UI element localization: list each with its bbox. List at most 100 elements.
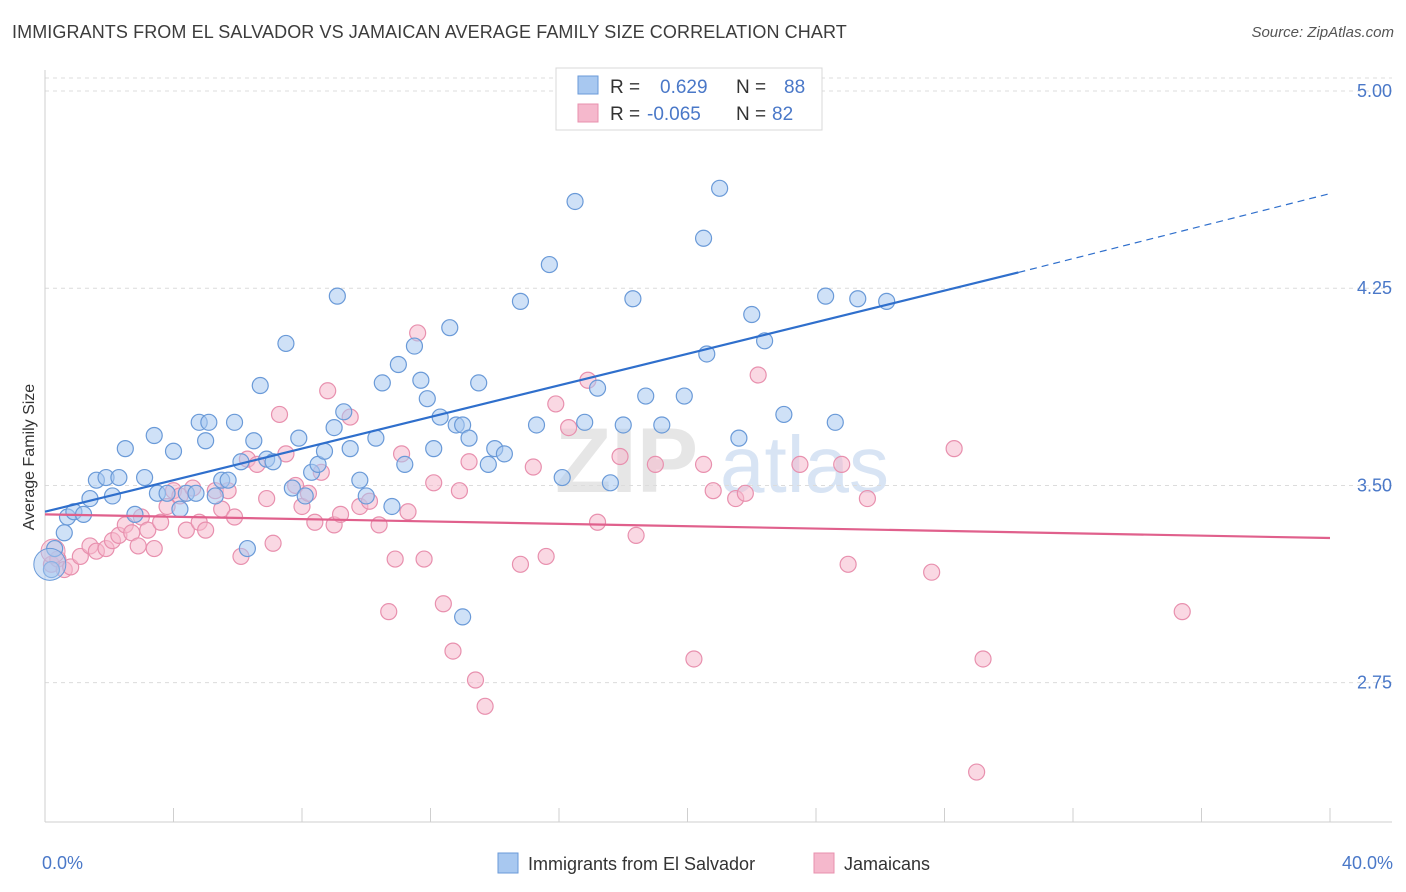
point-jamaicans <box>258 489 276 508</box>
point-el-salvador <box>588 379 607 397</box>
point-el-salvador <box>245 432 263 450</box>
point-el-salvador <box>614 416 632 434</box>
point-jamaicans <box>71 547 89 566</box>
point-el-salvador <box>200 413 218 431</box>
chart-title: IMMIGRANTS FROM EL SALVADOR VS JAMAICAN … <box>12 22 847 42</box>
legend-swatch-pink <box>577 103 599 123</box>
point-el-salvador <box>425 440 443 458</box>
point-jamaicans <box>177 521 195 539</box>
point-jamaicans <box>858 489 877 508</box>
axes <box>44 70 1392 823</box>
point-el-salvador <box>849 290 867 308</box>
point-el-salvador <box>826 413 844 431</box>
point-el-salvador <box>470 374 488 392</box>
point-jamaicans <box>839 555 857 573</box>
series-el-salvador-points <box>33 179 896 626</box>
point-jamaicans <box>139 521 157 539</box>
point-jamaicans <box>331 505 350 523</box>
y-axis-label: Average Family Size <box>21 384 38 531</box>
point-el-salvador <box>296 487 314 505</box>
series-jamaicans-points <box>40 324 1191 781</box>
point-el-salvador <box>351 471 369 489</box>
point-jamaicans <box>434 595 452 613</box>
point-jamaicans <box>425 474 443 492</box>
point-jamaicans <box>974 650 992 668</box>
point-jamaicans <box>968 763 986 781</box>
tick-labels: 2.75 3.50 4.25 5.00 0.0% 40.0% <box>42 81 1393 873</box>
point-el-salvador-cluster <box>33 547 67 581</box>
point-el-salvador <box>328 287 346 305</box>
point-jamaicans <box>399 503 417 521</box>
point-el-salvador <box>116 440 134 458</box>
legend-r-label-pink: R = <box>610 104 640 125</box>
point-jamaicans <box>386 550 404 568</box>
point-jamaicans <box>444 642 462 660</box>
series-legend-label-el-salvador: Immigrants from El Salvador <box>528 854 755 874</box>
point-jamaicans <box>923 563 941 581</box>
point-jamaicans <box>370 516 388 534</box>
point-el-salvador <box>290 429 308 447</box>
point-el-salvador <box>335 403 353 421</box>
point-jamaicans <box>611 447 629 466</box>
legend-r-value-pink: -0.065 <box>647 104 701 125</box>
point-el-salvador <box>479 455 497 474</box>
point-el-salvador <box>441 319 459 337</box>
trend-line-el-salvador-extension <box>1018 192 1331 274</box>
legend-r-value-blue: 0.629 <box>660 77 708 98</box>
legend-n-label-pink: N = <box>736 104 766 125</box>
point-el-salvador <box>389 355 407 374</box>
point-jamaicans <box>129 537 147 555</box>
point-el-salvador <box>325 418 343 437</box>
point-jamaicans <box>511 555 530 573</box>
point-jamaicans <box>1173 603 1191 621</box>
series-legend: Immigrants from El Salvador Jamaicans <box>497 852 930 874</box>
point-el-salvador <box>495 445 513 463</box>
point-el-salvador <box>283 479 301 497</box>
point-el-salvador <box>219 471 237 489</box>
point-jamaicans <box>466 671 485 689</box>
legend-swatch-blue <box>577 75 599 95</box>
point-el-salvador <box>357 487 375 505</box>
point-jamaicans <box>547 395 565 413</box>
point-el-salvador <box>206 487 224 505</box>
legend-n-value-pink: 82 <box>772 104 793 125</box>
point-jamaicans <box>415 550 433 568</box>
point-el-salvador <box>775 405 793 424</box>
x-tick-label-min: 0.0% <box>42 853 83 873</box>
point-el-salvador <box>576 413 594 431</box>
point-el-salvador <box>454 608 472 626</box>
trend-line-jamaicans <box>44 513 1331 540</box>
point-jamaicans <box>833 455 851 474</box>
y-tick-label: 4.25 <box>1357 278 1392 298</box>
point-el-salvador <box>566 192 584 211</box>
point-jamaicans <box>646 455 664 474</box>
point-el-salvador <box>238 539 256 558</box>
point-el-salvador <box>145 426 163 445</box>
point-jamaicans <box>945 440 963 458</box>
point-el-salvador <box>653 416 671 434</box>
y-tick-label: 2.75 <box>1357 673 1392 693</box>
point-jamaicans <box>306 513 324 531</box>
point-el-salvador <box>412 371 430 389</box>
point-jamaicans <box>588 513 607 531</box>
point-el-salvador <box>251 376 269 395</box>
point-el-salvador <box>540 255 558 274</box>
point-el-salvador <box>315 442 334 460</box>
correlation-legend: R = 0.629 N = 88 R = -0.065 N = 82 <box>555 67 823 131</box>
series-legend-label-jamaicans: Jamaicans <box>844 854 930 874</box>
point-jamaicans <box>450 482 469 500</box>
point-el-salvador <box>460 429 478 447</box>
point-el-salvador <box>817 287 835 305</box>
point-jamaicans <box>685 650 703 668</box>
point-jamaicans <box>704 482 722 500</box>
series-legend-swatch-el-salvador <box>497 852 519 874</box>
point-el-salvador <box>164 442 183 460</box>
trend-lines <box>44 192 1331 540</box>
point-el-salvador <box>277 334 295 353</box>
point-jamaicans <box>197 521 215 539</box>
trend-line-el-salvador <box>44 271 1019 513</box>
point-el-salvador <box>711 179 729 197</box>
point-el-salvador <box>55 524 73 542</box>
legend-r-label-blue: R = <box>610 77 640 98</box>
